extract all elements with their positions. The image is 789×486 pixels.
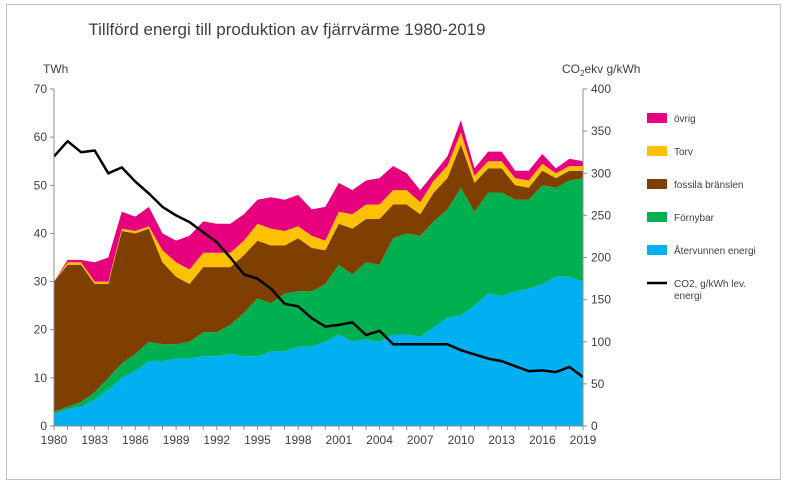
x-tick-label: 2007 — [407, 433, 434, 447]
legend-label-4: Återvunnen energi — [674, 244, 756, 257]
y2-tick-label: 0 — [591, 419, 598, 433]
y-tick-label: 10 — [34, 371, 48, 385]
y2-axis-title: CO2ekv g/kWh — [562, 62, 640, 78]
y2-tick-label: 400 — [591, 82, 611, 96]
co2-line-layer — [53, 139, 584, 379]
legend-label-2: fossila bränslen — [674, 180, 743, 191]
x-tick-label: 2019 — [570, 433, 597, 447]
energy-chart: Tillförd energi till produktion av fjärr… — [34, 20, 756, 447]
y2-axis-title-sub: 2 — [580, 69, 585, 78]
y2-axis-title-rest: ekv g/kWh — [584, 62, 640, 76]
axes: 0 10 20 30 40 50 60 70 0 50 100 150 200 250 300 350 400 1… — [34, 82, 612, 447]
legend-swatch-3 — [647, 212, 667, 222]
legend-label-3: Förnybar — [674, 213, 715, 224]
x-tick-label: 1980 — [41, 433, 68, 447]
legend: övrig Torv fossila bränslen Förnybar Återvun… — [647, 113, 756, 302]
legend-label-1: Torv — [674, 147, 693, 158]
area-series-4 — [54, 120, 583, 282]
y2-tick-label: 100 — [591, 335, 611, 349]
y-axis-title: TWh — [43, 62, 68, 76]
legend-swatch-2 — [647, 179, 667, 189]
x-tick-label: 2010 — [448, 433, 475, 447]
y-tick-label: 70 — [34, 82, 48, 96]
area-series-1 — [54, 178, 583, 414]
y-tick-label: 60 — [34, 130, 48, 144]
y-tick-label: 40 — [34, 226, 48, 240]
x-tick-label: 2016 — [529, 433, 556, 447]
legend-label-5-line2: energi — [674, 291, 702, 302]
legend-label-5: CO2, g/kWh lev. — [674, 279, 746, 290]
x-tick-label: 1989 — [163, 433, 190, 447]
co2-line — [53, 139, 584, 379]
y-tick-label: 0 — [40, 419, 47, 433]
y2-tick-label: 300 — [591, 166, 611, 180]
chart-frame: Tillförd energi till produktion av fjärr… — [6, 4, 781, 480]
x-tick-label: 1998 — [285, 433, 312, 447]
x-tick-label: 1992 — [203, 433, 230, 447]
y2-axis-title-main: CO — [562, 62, 580, 76]
area-series-0 — [54, 276, 583, 426]
legend-swatch-0 — [647, 113, 667, 123]
y-tick-label: 30 — [34, 275, 48, 289]
legend-swatch-4 — [647, 245, 667, 255]
y2-tick-label: 150 — [591, 293, 611, 307]
x-tick-label: 1986 — [122, 433, 149, 447]
x-tick-label: 1995 — [244, 433, 271, 447]
y2-tick-label: 350 — [591, 124, 611, 138]
x-tick-label: 1983 — [81, 433, 108, 447]
x-tick-label: 2013 — [488, 433, 515, 447]
chart-title: Tillförd energi till produktion av fjärr… — [88, 20, 485, 39]
x-tick-label: 2004 — [366, 433, 393, 447]
y-tick-label: 50 — [34, 178, 48, 192]
y2-tick-label: 250 — [591, 208, 611, 222]
x-tick-label: 2001 — [325, 433, 352, 447]
y2-tick-label: 200 — [591, 251, 611, 265]
y2-tick-label: 50 — [591, 377, 605, 391]
y-tick-label: 20 — [34, 323, 48, 337]
area-series-2 — [54, 144, 583, 412]
legend-swatch-1 — [647, 146, 667, 156]
legend-label-0: övrig — [674, 114, 696, 125]
stacked-areas — [54, 120, 583, 426]
